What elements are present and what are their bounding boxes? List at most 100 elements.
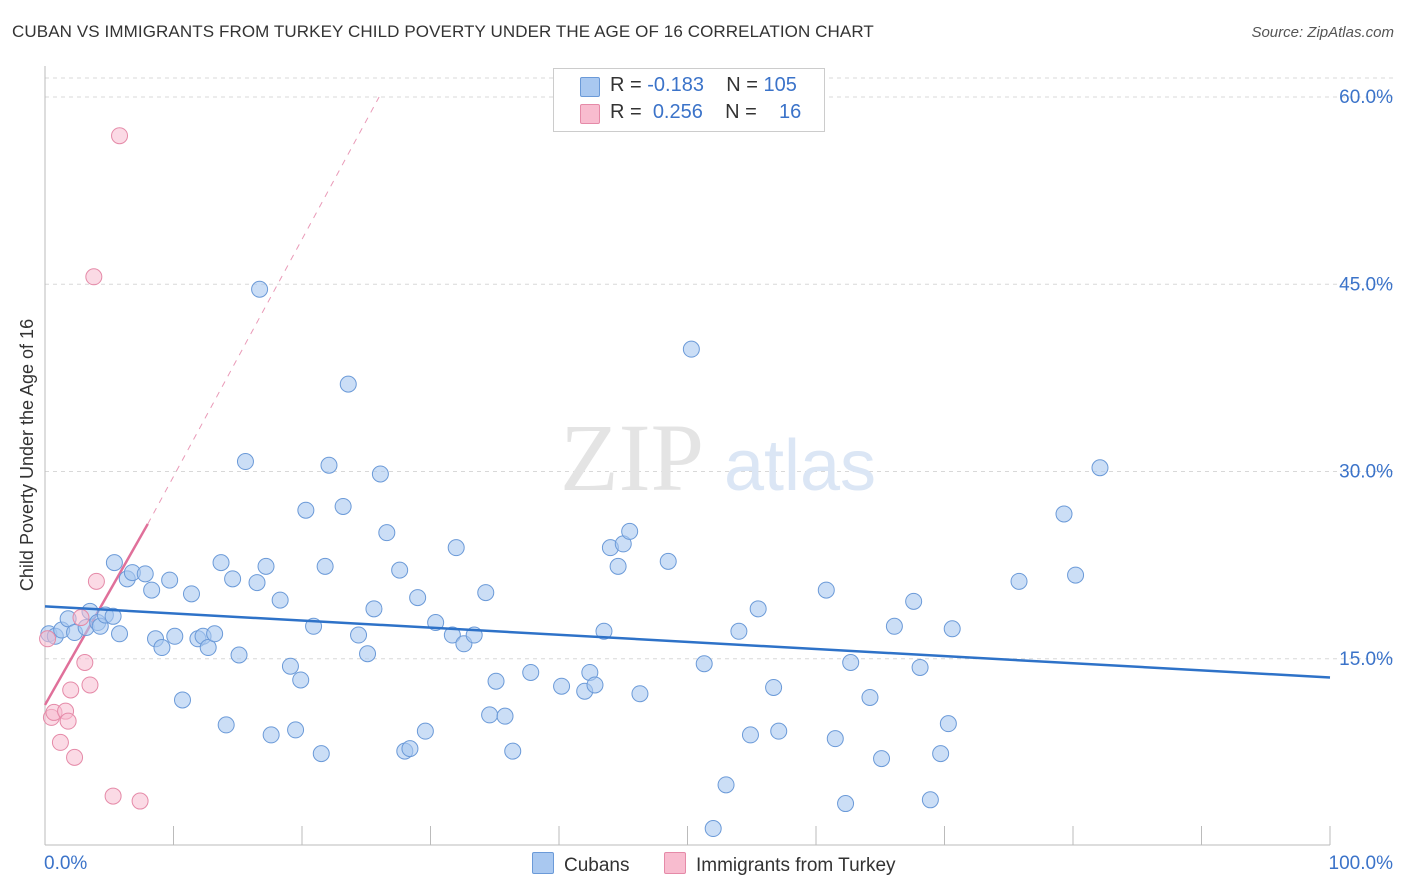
cuban-point: [609, 557, 627, 575]
cuban-point: [281, 657, 299, 675]
cuban-point: [1055, 505, 1073, 523]
cuban-point: [741, 726, 759, 744]
cuban-point: [443, 626, 461, 644]
turkey-point: [51, 733, 69, 751]
cuban-point: [621, 522, 639, 540]
cuban-point: [631, 685, 649, 703]
gridlines: [45, 77, 1395, 660]
cuban-point: [1091, 459, 1109, 477]
cuban-point: [704, 820, 722, 838]
cuban-point: [817, 581, 835, 599]
cuban-point: [401, 740, 419, 758]
y-tick-label: 15.0%: [1339, 649, 1393, 670]
cuban-point: [161, 571, 179, 589]
cuban-point: [257, 557, 275, 575]
cuban-point: [905, 592, 923, 610]
n-label: N =: [726, 74, 758, 96]
cuban-point: [182, 585, 200, 603]
watermark: ZIP atlas: [560, 404, 876, 511]
cuban-point: [826, 730, 844, 748]
cuban-point: [111, 625, 129, 643]
y-tick-label: 45.0%: [1339, 274, 1393, 295]
cuban-point: [873, 750, 891, 768]
turkey-point: [85, 268, 103, 286]
cuban-point: [153, 639, 171, 657]
cuban-point: [659, 552, 677, 570]
chart-title: CUBAN VS IMMIGRANTS FROM TURKEY CHILD PO…: [12, 22, 874, 41]
cuban-point: [842, 653, 860, 671]
turkey-legend-swatch: [664, 852, 686, 874]
cubans-legend-label: Cubans: [564, 855, 630, 876]
cuban-point: [105, 554, 123, 572]
cuban-point: [206, 625, 224, 643]
cuban-point: [409, 589, 427, 607]
cuban-point: [316, 557, 334, 575]
cubans-trend-line: [44, 605, 1331, 679]
cuban-point: [391, 561, 409, 579]
axes: [44, 66, 1331, 846]
cuban-point: [695, 655, 713, 673]
cuban-point: [217, 716, 235, 734]
cuban-point: [248, 574, 266, 592]
x-tick-label: 0.0%: [44, 853, 87, 874]
cuban-point: [320, 456, 338, 474]
cuban-point: [730, 622, 748, 640]
turkey-point: [111, 127, 129, 145]
cubans-points: [40, 280, 1109, 838]
cuban-point: [770, 722, 788, 740]
cuban-point: [861, 688, 879, 706]
cuban-point: [143, 581, 161, 599]
x-tick-label: 100.0%: [1329, 853, 1394, 874]
cuban-point: [932, 745, 950, 763]
r-value-turkey: 0.256: [652, 101, 703, 123]
watermark-zip: ZIP: [560, 404, 704, 511]
cuban-point: [199, 639, 217, 657]
cuban-point: [230, 646, 248, 664]
legend-item-cubans: Cubans: [532, 852, 630, 877]
cuban-point: [481, 706, 499, 724]
cubans-legend-swatch: [532, 852, 554, 874]
n-value-turkey: 16: [779, 101, 802, 123]
cuban-point: [136, 565, 154, 583]
cuban-point: [765, 678, 783, 696]
cuban-point: [297, 501, 315, 519]
cuban-point: [262, 726, 280, 744]
y-axis-label: Child Poverty Under the Age of 16: [17, 319, 37, 591]
n-value-cubans: 105: [763, 74, 797, 96]
cuban-point: [837, 795, 855, 813]
chart-source: Source: ZipAtlas.com: [1251, 24, 1394, 41]
cuban-point: [682, 340, 700, 358]
turkey-point: [66, 748, 84, 766]
cuban-point: [312, 745, 330, 763]
turkey-point: [81, 676, 99, 694]
tick-labels: 15.0% 30.0% 45.0% 60.0% 0.0% 100.0%: [44, 87, 1393, 874]
cuban-point: [487, 672, 505, 690]
turkey-point: [39, 630, 57, 648]
cuban-point: [334, 497, 352, 515]
cuban-point: [943, 620, 961, 638]
cuban-point: [416, 722, 434, 740]
cuban-point: [378, 524, 396, 542]
n-label: N =: [725, 101, 757, 123]
y-tick-label: 60.0%: [1339, 87, 1393, 108]
cuban-point: [496, 707, 514, 725]
turkey-point: [87, 572, 105, 590]
turkey-points: [39, 127, 149, 810]
cuban-point: [287, 721, 305, 739]
cuban-point: [173, 691, 191, 709]
r-value-cubans: -0.183: [647, 74, 704, 96]
cuban-point: [939, 715, 957, 733]
cuban-point: [365, 600, 383, 618]
cuban-point: [522, 663, 540, 681]
cuban-point: [166, 627, 184, 645]
cuban-point: [504, 742, 522, 760]
cuban-point: [553, 677, 571, 695]
cuban-point: [350, 626, 368, 644]
turkey-point: [131, 792, 149, 810]
cuban-point: [749, 600, 767, 618]
cuban-point: [271, 591, 289, 609]
turkey-point: [72, 609, 90, 627]
cuban-point: [212, 554, 230, 572]
cuban-point: [477, 584, 495, 602]
